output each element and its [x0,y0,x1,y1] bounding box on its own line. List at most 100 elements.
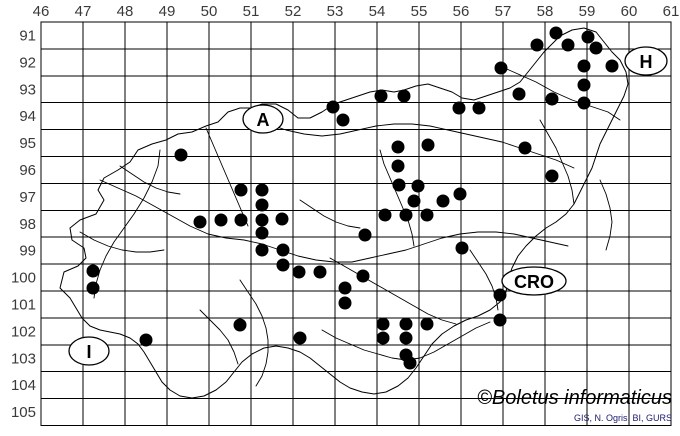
row-label: 94 [19,108,36,125]
occurrence-dot [174,148,188,162]
country-label-ellipse [624,46,668,76]
occurrence-dot [356,269,370,283]
occurrence-dot [374,89,388,103]
occurrence-dot [255,243,269,257]
row-label: 100 [11,270,36,287]
copyright-text: ©Boletus informaticus [477,387,672,409]
occurrence-dot [545,169,559,183]
country-label-text: CRO [514,272,554,292]
river-tributary-west [79,231,165,253]
credit-block: ©Boletus informaticus GIS, N. Ogris, BI,… [477,387,672,423]
column-label: 60 [621,3,638,20]
river-soca [93,149,161,299]
occurrence-dot [376,317,390,331]
row-label: 103 [11,350,36,367]
row-label: 104 [11,377,36,394]
occurrence-dot [472,101,486,115]
column-label: 51 [243,3,260,20]
occurrence-dot [577,78,591,92]
occurrence-dot [391,140,405,154]
occurrence-dot [399,208,413,222]
occurrence-dot [392,178,406,192]
column-label: 55 [411,3,428,20]
occurrence-dot [378,208,392,222]
occurrence-dot [493,288,507,302]
column-label: 52 [285,3,302,20]
occurrence-dot [605,59,619,73]
occurrence-dot [233,318,247,332]
occurrence-dot [214,213,228,227]
river-mura [499,65,621,121]
occurrence-dot [581,30,595,44]
occurrence-dot [326,100,340,114]
occurrence-dot [292,265,306,279]
occurrence-dot [255,198,269,212]
occurrence-dots [86,26,619,370]
river-tributary-central [299,199,361,229]
occurrence-dot [193,215,207,229]
occurrence-dot [407,194,421,208]
occurrence-dot [453,187,467,201]
occurrence-dot [338,281,352,295]
river-tributary-southeast [469,249,499,311]
occurrence-dot [234,183,248,197]
occurrence-dot [336,113,350,127]
occurrence-dot [518,141,532,155]
occurrence-dot [561,38,575,52]
occurrence-dot [545,92,559,106]
occurrence-dot [436,194,450,208]
row-label: 101 [11,296,36,313]
row-label: 91 [19,27,36,44]
occurrence-dot [255,183,269,197]
country-label-a: A [242,104,284,134]
occurrence-dot [86,281,100,295]
column-label: 46 [33,3,50,20]
occurrence-dot [452,101,466,115]
country-label-ellipse [501,266,567,296]
occurrence-dot [494,61,508,75]
utm-grid [40,21,672,427]
country-label-ellipse [68,336,110,366]
row-label: 93 [19,81,36,98]
country-label-h: H [624,46,668,76]
occurrence-dot [338,296,352,310]
occurrence-dot [403,356,417,370]
country-outline [59,27,629,399]
river-tributary-northwest [119,165,181,195]
occurrence-dot [275,212,289,226]
occurrence-dot [420,317,434,331]
row-label: 96 [19,162,36,179]
row-label: 92 [19,54,36,71]
occurrence-dot [420,208,434,222]
occurrence-dot [577,96,591,110]
column-label: 58 [537,3,554,20]
country-label-text: H [640,52,653,72]
occurrence-dot [293,331,307,345]
row-label: 98 [19,216,36,233]
column-label: 54 [369,3,386,20]
occurrence-dot [358,228,372,242]
occurrence-dot [397,89,411,103]
river-ljubljanica [239,279,269,387]
occurrence-dot [512,87,526,101]
column-label: 48 [117,3,134,20]
column-label: 56 [453,3,470,20]
occurrence-dot [411,179,425,193]
country-code-labels: A H CRO I [68,46,668,366]
occurrence-dot [86,264,100,278]
country-label-text: I [86,342,91,362]
column-label: 53 [327,3,344,20]
occurrence-dot [313,265,327,279]
occurrence-dot [139,333,153,347]
river-sava [99,179,569,263]
occurrence-dot [530,38,544,52]
occurrence-dot [493,313,507,327]
occurrence-dot [276,243,290,257]
river-tributary-far-east [599,179,613,251]
row-label: 99 [19,243,36,260]
row-label: 102 [11,323,36,340]
occurrence-dot [234,213,248,227]
country-label-text: A [257,110,270,130]
column-label: 59 [579,3,596,20]
